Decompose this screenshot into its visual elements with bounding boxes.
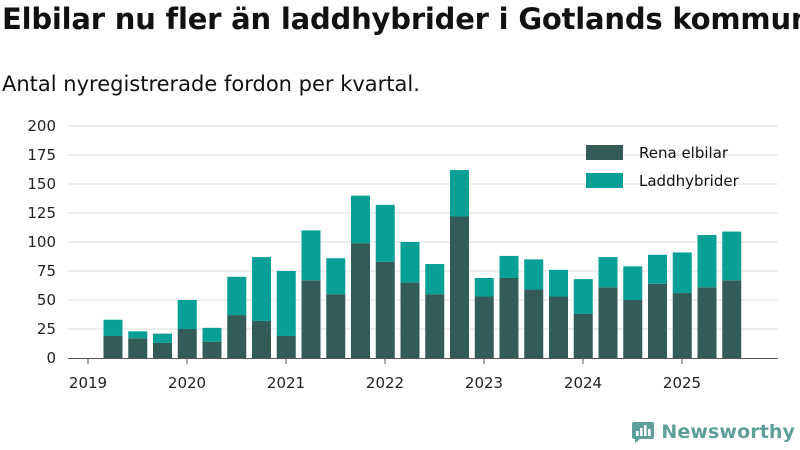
bar-elbilar-2021-Q3	[326, 294, 346, 358]
bar-elbilar-2021-Q1	[276, 335, 296, 358]
bar-laddhybrider-2024-Q1	[573, 279, 593, 314]
bar-laddhybrider-2022-Q4	[450, 170, 469, 217]
bar-laddhybrider-2021-Q1	[276, 271, 296, 336]
y-tick-label: 150	[27, 175, 56, 193]
bar-elbilar-2025-Q2	[697, 287, 717, 358]
bar-elbilar-2022-Q1	[375, 261, 395, 358]
y-tick-label: 100	[27, 233, 56, 251]
bar-laddhybrider-2024-Q3	[623, 266, 643, 300]
bar-elbilar-2024-Q2	[598, 287, 618, 358]
bar-elbilar-2020-Q2	[202, 341, 222, 358]
legend-label-laddhybrider: Laddhybrider	[639, 172, 740, 190]
bar-elbilar-2020-Q3	[227, 315, 247, 358]
bar-elbilar-2024-Q3	[623, 300, 643, 358]
chart-title: Elbilar nu fler än laddhybrider i Gotlan…	[2, 2, 800, 36]
bar-elbilar-2025-Q1	[672, 293, 692, 358]
bar-laddhybrider-2019-Q4	[153, 333, 172, 343]
legend-swatch-elbilar	[586, 145, 623, 160]
bar-laddhybrider-2021-Q3	[326, 258, 346, 295]
legend-label-elbilar: Rena elbilar	[639, 144, 729, 162]
y-tick-label: 125	[27, 204, 56, 222]
bar-elbilar-2025-Q3	[722, 280, 742, 358]
y-tick-label: 25	[37, 320, 56, 338]
brand-logo: Newsworthy	[631, 420, 795, 444]
bar-laddhybrider-2025-Q1	[672, 252, 692, 294]
bar-laddhybrider-2020-Q1	[177, 300, 197, 329]
bar-laddhybrider-2019-Q3	[128, 331, 148, 339]
bar-elbilar-2020-Q1	[177, 329, 197, 358]
bar-elbilar-2022-Q2	[400, 282, 420, 358]
bars	[103, 170, 742, 358]
x-tick-label: 2019	[69, 374, 107, 392]
x-axis-ticks: 2019 2020 2021 2022 2023 2024 2025	[69, 358, 701, 392]
x-tick-label: 2023	[465, 374, 503, 392]
bar-elbilar-2022-Q4	[450, 216, 469, 358]
bar-elbilar-2019-Q3	[128, 338, 148, 358]
bar-laddhybrider-2021-Q4	[351, 195, 370, 244]
y-tick-label: 50	[37, 291, 56, 309]
bar-laddhybrider-2021-Q2	[301, 230, 321, 281]
bar-laddhybrider-2025-Q2	[697, 235, 717, 288]
bar-laddhybrider-2020-Q2	[202, 327, 222, 342]
bar-laddhybrider-2022-Q1	[375, 204, 395, 262]
bar-elbilar-2019-Q2	[103, 335, 123, 358]
legend-swatch-laddhybrider	[586, 173, 623, 188]
bar-elbilar-2021-Q2	[301, 280, 321, 358]
bar-laddhybrider-2023-Q3	[524, 259, 544, 290]
bar-elbilar-2022-Q3	[425, 294, 445, 358]
bar-elbilar-2020-Q4	[252, 320, 271, 358]
bar-laddhybrider-2022-Q2	[400, 242, 420, 283]
bar-laddhybrider-2023-Q4	[549, 269, 568, 297]
x-tick-label: 2024	[564, 374, 602, 392]
bar-laddhybrider-2020-Q4	[252, 257, 271, 321]
bar-elbilar-2023-Q1	[474, 296, 494, 358]
y-tick-label: 0	[46, 349, 56, 367]
bar-laddhybrider-2024-Q4	[648, 254, 667, 284]
x-tick-label: 2021	[267, 374, 305, 392]
bar-laddhybrider-2025-Q3	[722, 231, 742, 281]
brand-name: Newsworthy	[661, 421, 795, 443]
chart-subtitle: Antal nyregistrerade fordon per kvartal.	[2, 72, 420, 96]
gridlines	[68, 125, 778, 330]
bar-elbilar-2019-Q4	[153, 342, 172, 358]
x-tick-label: 2020	[168, 374, 206, 392]
bar-laddhybrider-2023-Q2	[499, 255, 519, 278]
bar-laddhybrider-2023-Q1	[474, 277, 494, 297]
bar-elbilar-2023-Q2	[499, 277, 519, 358]
y-tick-label: 175	[27, 146, 56, 164]
y-tick-label: 75	[37, 262, 56, 280]
legend: Rena elbilar Laddhybrider	[586, 144, 740, 190]
bar-laddhybrider-2019-Q2	[103, 319, 123, 336]
newsworthy-logo-icon	[632, 422, 655, 443]
x-tick-label: 2022	[366, 374, 404, 392]
bar-elbilar-2024-Q1	[573, 313, 593, 358]
bar-elbilar-2023-Q4	[549, 296, 568, 358]
bar-elbilar-2024-Q4	[648, 283, 667, 358]
bar-elbilar-2023-Q3	[524, 289, 544, 358]
bar-laddhybrider-2024-Q2	[598, 257, 618, 288]
bar-laddhybrider-2020-Q3	[227, 276, 247, 316]
x-tick-label: 2025	[663, 374, 701, 392]
y-axis-ticks: 0 25 50 75 100 125 150 175 200	[27, 117, 56, 367]
bar-elbilar-2021-Q4	[351, 243, 370, 358]
bar-laddhybrider-2022-Q3	[425, 264, 445, 295]
y-tick-label: 200	[27, 117, 56, 135]
